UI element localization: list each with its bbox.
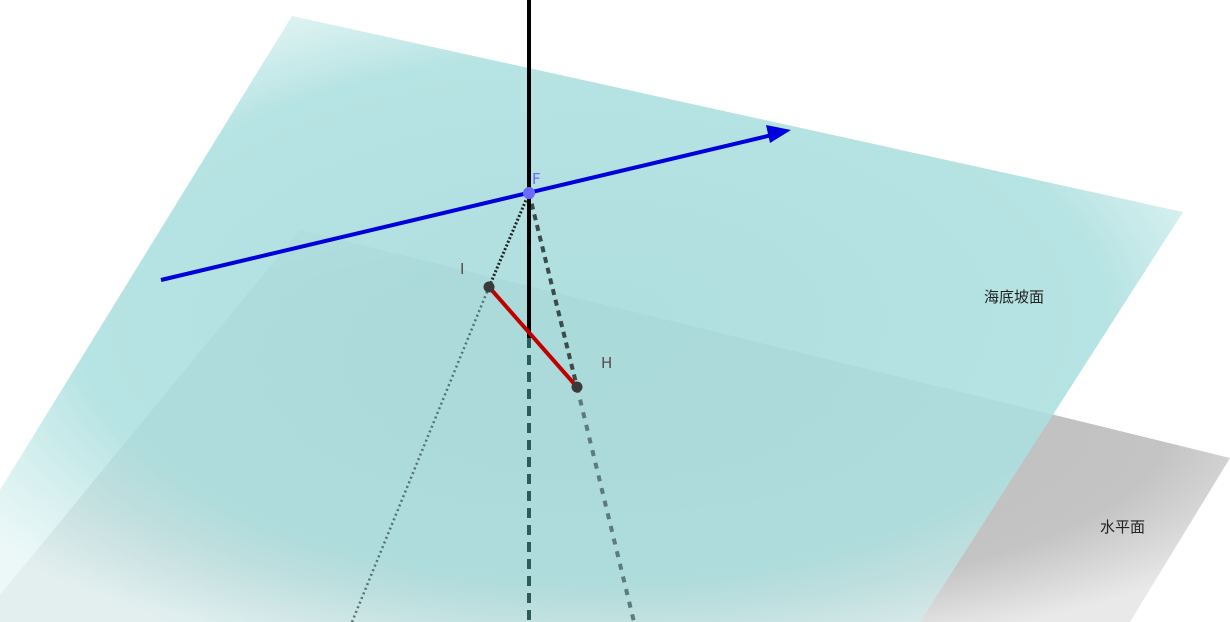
point-F-label: F [532,170,541,188]
hidden-line-F-I-extension [350,286,491,622]
segment-F-H [527,192,579,388]
point-F[interactable] [523,187,535,199]
direction-line [160,133,773,282]
point-I-label: I [460,260,464,278]
direction-arrowhead [766,125,791,143]
seafloor-slope-label: 海底坡面 [984,288,1044,306]
seafloor-slope-plane [0,16,1183,622]
horizontal-plane-label: 水平面 [1100,518,1145,536]
point-I[interactable] [483,281,495,293]
segment-F-I [487,192,531,288]
hidden-line-F-H-extension [575,386,636,622]
point-H-label: H [601,354,612,372]
segment-I-H [487,285,579,389]
point-H[interactable] [571,381,583,393]
